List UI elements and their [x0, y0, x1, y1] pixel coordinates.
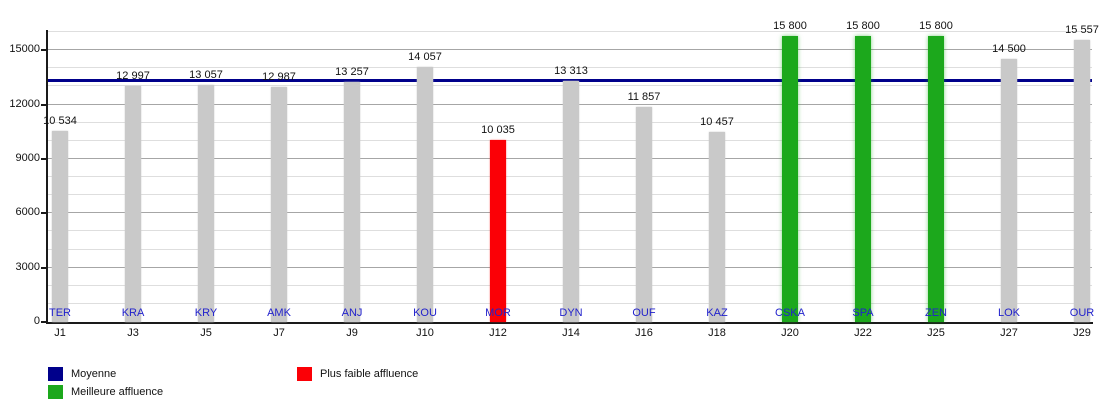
bar-value-label: 13 057 [189, 69, 223, 82]
bar-team-label: CSKA [775, 307, 805, 319]
bar-SPA [855, 35, 871, 322]
legend-label-best: Meilleure affluence [71, 385, 164, 398]
legend-item-lowest: Plus faible affluence [297, 366, 418, 381]
lowest-legend-swatch [297, 366, 312, 381]
bar-OUF [636, 107, 652, 322]
x-tick-label: J22 [854, 327, 872, 339]
bar-team-label: MOR [485, 307, 511, 319]
bar-value-label: 14 500 [992, 43, 1026, 56]
y-axis-tick [41, 266, 46, 269]
y-tick-label: 12000 [9, 97, 40, 110]
bar-DYN [563, 80, 579, 322]
bar-OUR [1074, 40, 1090, 322]
bar-value-label: 13 313 [554, 64, 588, 77]
legend-label-lowest: Plus faible affluence [320, 367, 419, 380]
minor-gridline [48, 67, 1092, 69]
x-tick-label: J27 [1000, 327, 1018, 339]
x-tick-label: J29 [1073, 327, 1091, 339]
bar-team-label: OUF [632, 307, 656, 319]
x-tick-label: J5 [200, 327, 212, 339]
y-axis-tick [41, 49, 46, 52]
minor-gridline [48, 31, 1092, 32]
bar-team-label: KOU [413, 307, 437, 319]
average-line [48, 78, 1092, 82]
bar-value-label: 10 035 [481, 124, 515, 137]
legend-label-average: Moyenne [71, 367, 117, 380]
bar-value-label: 13 257 [335, 65, 369, 78]
bar-KAZ [709, 132, 725, 322]
bar-value-label: 15 800 [846, 19, 880, 32]
x-tick-label: J14 [562, 327, 580, 339]
bar-team-label: SPA [852, 307, 874, 319]
bar-team-label: ZEN [925, 307, 947, 319]
x-tick-label: J9 [346, 327, 358, 339]
bar-team-label: OUR [1069, 307, 1095, 319]
bar-value-label: 10 457 [700, 116, 734, 129]
x-tick-label: J20 [781, 327, 799, 339]
bar-CSKA [782, 35, 798, 322]
y-tick-label: 6000 [15, 206, 40, 219]
y-axis-tick [41, 157, 46, 160]
x-tick-label: J18 [708, 327, 726, 339]
bar-value-label: 10 534 [43, 115, 77, 128]
x-tick-label: J16 [635, 327, 653, 339]
bar-value-label: 12 987 [262, 70, 296, 83]
y-axis-tick [41, 321, 46, 323]
x-tick-label: J3 [127, 327, 139, 339]
bar-value-label: 11 857 [627, 91, 661, 104]
major-gridline [48, 49, 1092, 51]
bar-value-label: 15 557 [1065, 24, 1099, 37]
bar-team-label: LOK [997, 307, 1020, 319]
bar-team-label: DYN [559, 307, 583, 319]
plot-area: 10 534 TER 12 997 KRA 13 057 KRY 12 987 AMK 13 2… [43, 20, 1099, 322]
x-tick-label: J25 [927, 327, 945, 339]
legend-item-best: Meilleure affluence [48, 384, 163, 399]
best-legend-swatch [48, 384, 63, 399]
bar-value-label: 15 800 [773, 19, 807, 32]
y-tick-label: 3000 [15, 260, 40, 273]
bar-team-label: AMK [267, 307, 291, 319]
bar-KRY [198, 85, 214, 322]
y-axis-tick [41, 103, 46, 106]
bar-value-label: 15 800 [919, 19, 953, 32]
y-axis-line [46, 30, 48, 322]
bar-value-label: 14 057 [408, 51, 442, 64]
y-tick-label: 0 [33, 315, 40, 327]
x-tick-label: J7 [273, 327, 285, 339]
bar-value-label: 12 997 [116, 70, 150, 83]
bar-team-label: TER [49, 307, 71, 319]
bar-KOU [417, 67, 433, 322]
bar-KRA [125, 86, 141, 322]
bar-team-label: KRA [121, 307, 145, 319]
bar-AMK [271, 86, 287, 322]
bar-team-label: KAZ [706, 307, 728, 319]
legend-item-average: Moyenne [48, 366, 116, 381]
bar-LOK [1001, 59, 1017, 322]
bar-ZEN [928, 35, 944, 322]
x-tick-label: J1 [54, 327, 66, 339]
x-tick-label: J10 [416, 327, 434, 339]
bar-MOR [490, 140, 506, 322]
y-tick-label: 15000 [9, 43, 40, 56]
average-legend-swatch [48, 366, 63, 381]
bar-TER [52, 131, 68, 322]
x-axis-line [46, 322, 1093, 324]
bar-team-label: ANJ [341, 307, 363, 319]
bar-team-label: KRY [194, 307, 218, 319]
bar-ANJ [344, 81, 360, 322]
y-tick-label: 9000 [15, 151, 40, 164]
y-axis-tick [41, 212, 46, 215]
x-tick-label: J12 [489, 327, 507, 339]
